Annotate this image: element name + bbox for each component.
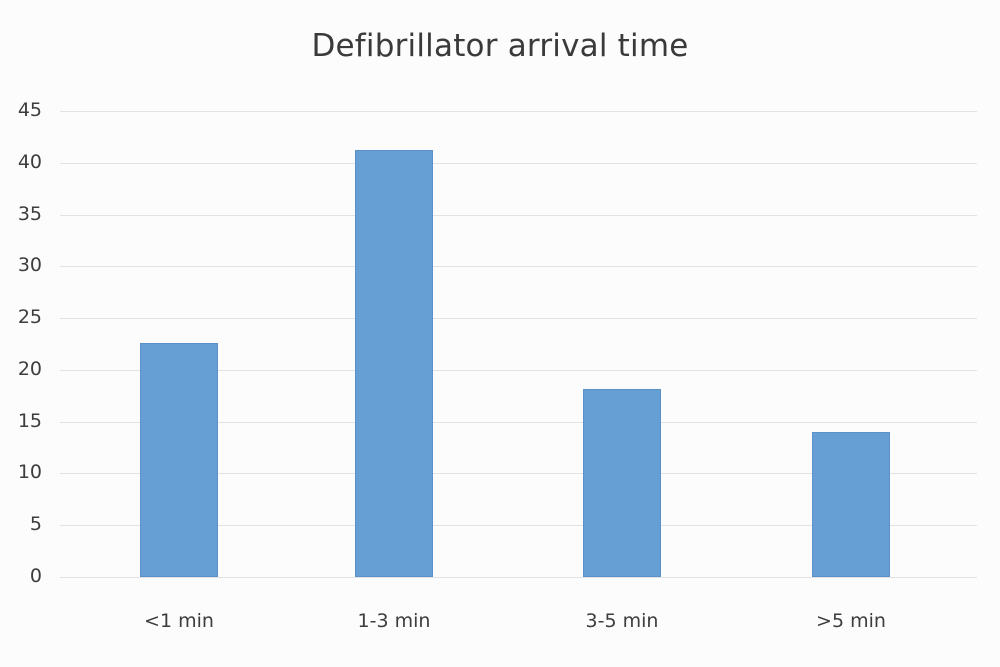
x-tick-label: <1 min xyxy=(144,610,214,632)
gridline xyxy=(60,473,977,474)
x-tick-label: 3-5 min xyxy=(585,610,659,632)
y-tick-label: 5 xyxy=(29,513,42,535)
gridline xyxy=(60,422,977,423)
y-tick-label: 15 xyxy=(17,410,42,432)
y-tick-label: 25 xyxy=(17,306,42,328)
bar xyxy=(812,432,890,577)
gridline xyxy=(60,318,977,319)
y-tick-label: 35 xyxy=(17,203,42,225)
y-tick-label: 0 xyxy=(29,565,42,587)
gridline xyxy=(60,163,977,164)
x-tick-label: >5 min xyxy=(816,610,886,632)
y-tick-label: 20 xyxy=(17,358,42,380)
bar xyxy=(583,389,661,577)
gridline xyxy=(60,525,977,526)
chart-title: Defibrillator arrival time xyxy=(311,28,689,64)
bar xyxy=(140,343,218,577)
x-tick-label: 1-3 min xyxy=(357,610,431,632)
y-tick-label: 30 xyxy=(17,254,42,276)
gridline xyxy=(60,111,977,112)
y-tick-label: 45 xyxy=(17,99,42,121)
gridline xyxy=(60,577,977,578)
gridline xyxy=(60,266,977,267)
bar xyxy=(355,150,433,577)
y-tick-label: 10 xyxy=(17,461,42,483)
gridline xyxy=(60,370,977,371)
y-tick-label: 40 xyxy=(17,151,42,173)
gridline xyxy=(60,215,977,216)
